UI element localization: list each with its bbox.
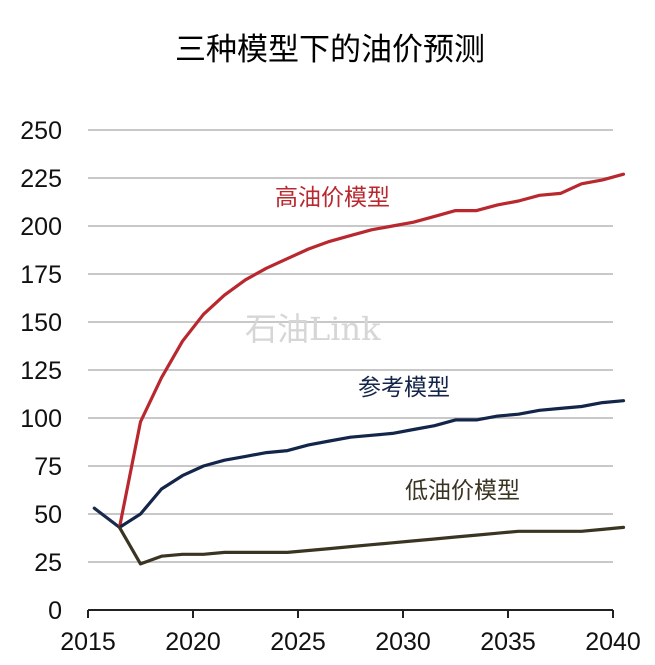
y-tick-label-225: 225 (20, 165, 62, 193)
y-tick-label-250: 250 (20, 117, 62, 145)
y-tick-label-25: 25 (34, 549, 62, 577)
series-line-history (92, 506, 122, 530)
series-label-low: 低油价模型 (405, 478, 520, 504)
watermark: 石油Link (245, 310, 381, 348)
series-line-reference (117, 399, 626, 530)
y-tick-label-125: 125 (20, 357, 62, 385)
axes: 0 25 50 75 100 125 150 175 200 225 250 2015 2020 2025… (20, 117, 641, 656)
y-tick-label-175: 175 (20, 261, 62, 289)
grid (88, 129, 613, 563)
series-line-high (117, 172, 626, 530)
y-tick-label-200: 200 (20, 213, 62, 241)
y-tick-label-50: 50 (34, 501, 62, 529)
y-tick-label-150: 150 (20, 309, 62, 337)
y-tick-label-100: 100 (20, 405, 62, 433)
series-label-reference: 参考模型 (358, 375, 450, 401)
y-tick-label-0: 0 (48, 597, 62, 625)
series-label-high: 高油价模型 (275, 185, 390, 211)
series-layer (92, 172, 626, 566)
x-tick-label-2020: 2020 (165, 628, 221, 656)
x-tick-label-2030: 2030 (375, 628, 431, 656)
x-tick-label-2040: 2040 (585, 628, 641, 656)
y-tick-label-75: 75 (34, 453, 62, 481)
series-line-low (117, 525, 626, 566)
chart-title: 三种模型下的油价预测 (175, 32, 485, 68)
x-tick-label-2025: 2025 (270, 628, 326, 656)
x-tick-label-2035: 2035 (480, 628, 536, 656)
x-tick-label-2015: 2015 (60, 628, 116, 656)
